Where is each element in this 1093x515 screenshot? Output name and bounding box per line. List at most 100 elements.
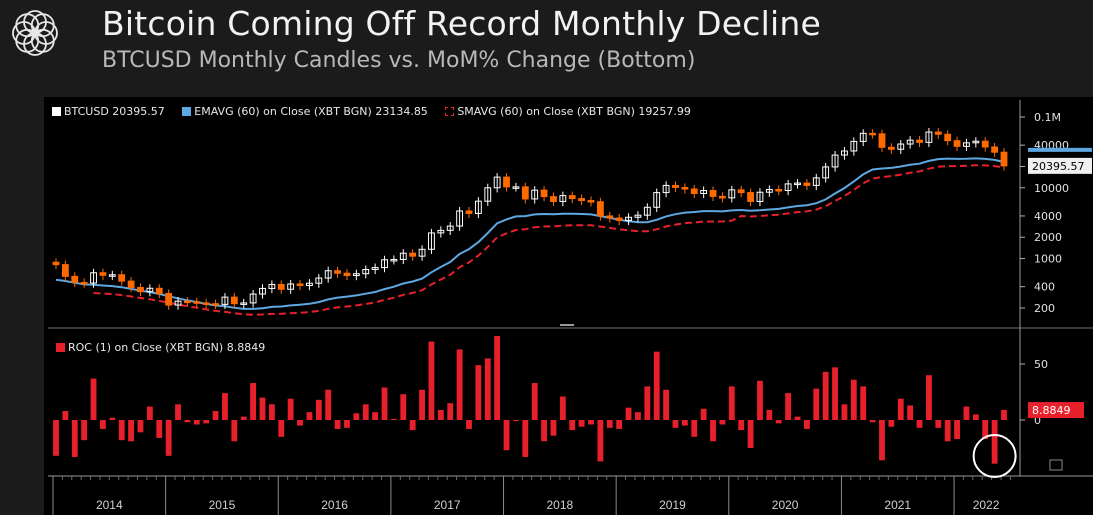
candle-body [850, 140, 858, 152]
roc-bar [663, 389, 670, 420]
candle-body [277, 283, 285, 290]
candle-body [756, 191, 764, 202]
roc-bar [625, 407, 632, 420]
roc-bar [494, 336, 501, 420]
candle-body [193, 301, 201, 304]
price-tick-label: 1000 [1034, 253, 1062, 266]
candle-body [456, 210, 464, 227]
roc-bar [832, 367, 838, 420]
candle-body [878, 133, 886, 148]
price-tick-label: 10000 [1034, 182, 1069, 195]
year-tick-label: 2015 [209, 498, 236, 512]
roc-bar [1001, 409, 1007, 420]
candle-body [981, 140, 989, 148]
roc-bar [118, 420, 125, 441]
roc-legend: ROC (1) on Close (XBT BGN) 8.8849 [56, 340, 279, 354]
roc-bar [644, 386, 651, 420]
candle-body [653, 192, 661, 208]
candle-body [728, 189, 736, 199]
roc-bar [240, 416, 247, 420]
candle-body [953, 140, 961, 147]
candle-body [371, 267, 379, 270]
roc-bar [813, 388, 820, 420]
legend-label-roc: ROC (1) on Close (XBT BGN) 8.8849 [68, 340, 266, 354]
roc-bar [972, 414, 979, 420]
roc-bar [128, 420, 134, 442]
roc-bar [531, 383, 538, 420]
candle-body [916, 139, 923, 143]
candle-body [596, 201, 604, 217]
ema-line [55, 157, 1005, 310]
chart-subtitle: BTCUSD Monthly Candles vs. MoM% Change (… [102, 48, 696, 73]
header: Bitcoin Coming Off Record Monthly Declin… [0, 0, 1093, 90]
price-tick-label: 400 [1034, 281, 1055, 294]
candle-body [963, 142, 970, 147]
roc-bar [419, 389, 425, 420]
roc-bar [944, 420, 951, 442]
candle-body [822, 166, 830, 179]
legend-label-btcusd: BTCUSD 20395.57 [64, 104, 165, 118]
candle-body [118, 274, 126, 282]
candle-body [418, 248, 426, 257]
roc-bar [757, 380, 763, 420]
roc-bar [559, 396, 566, 420]
candle-body [550, 196, 557, 202]
roc-bar [193, 420, 200, 425]
candle-body [174, 300, 182, 306]
roc-bar [437, 409, 444, 420]
roc-bar [409, 420, 416, 431]
candle-body [137, 286, 144, 293]
ema-tag-marker [1028, 147, 1092, 152]
candle-body [352, 273, 360, 277]
candle-body [991, 146, 999, 153]
roc-bar [681, 420, 688, 426]
roc-bar [513, 420, 519, 422]
roc-bar [203, 420, 210, 424]
candle-body [428, 232, 435, 250]
roc-bar [606, 420, 613, 428]
roc-bar [897, 398, 904, 420]
roc-bar [569, 420, 576, 431]
price-tick-label: 4000 [1034, 210, 1062, 223]
roc-bar [53, 420, 59, 456]
roc-bar [522, 420, 529, 457]
roc-bar [597, 420, 604, 462]
candle-body [296, 283, 304, 286]
price-tick-label: 0.1M [1034, 111, 1061, 124]
candle-body [249, 293, 257, 304]
candle-body [944, 133, 952, 142]
candle-body [568, 195, 576, 200]
roc-bar [456, 349, 463, 420]
roc-bar [212, 411, 219, 420]
roc-tag-label: 8.8849 [1032, 404, 1071, 417]
price-tag-box [1028, 157, 1092, 174]
roc-bar [287, 398, 294, 420]
roc-bar [184, 420, 191, 423]
year-tick-label: 2021 [884, 498, 911, 512]
highlight-circle [972, 434, 1017, 478]
candle-body [925, 131, 933, 143]
roc-bar [71, 420, 78, 457]
candle-body [803, 182, 811, 186]
price-tag-label: 20395.57 [1032, 160, 1085, 173]
roc-bar [700, 408, 707, 420]
year-tick-label: 2020 [772, 498, 799, 512]
roc-bar [165, 420, 172, 456]
roc-bar [766, 409, 773, 420]
year-tick-label: 2022 [973, 498, 1000, 512]
roc-bar [850, 379, 857, 420]
roc-tick-label: 50 [1034, 358, 1048, 371]
candle-body [306, 282, 313, 286]
candle-body [390, 258, 398, 262]
candle-body [99, 272, 107, 276]
candle-body [784, 183, 792, 191]
candle-body [240, 302, 248, 305]
candle-body [61, 264, 69, 277]
year-tick-label: 2019 [659, 498, 686, 512]
candle-body [127, 280, 135, 288]
roc-tag-box [1028, 402, 1084, 419]
candle-body [606, 215, 614, 219]
roc-bar [869, 420, 876, 423]
roc-bar [475, 365, 482, 420]
roc-bar [794, 416, 801, 420]
